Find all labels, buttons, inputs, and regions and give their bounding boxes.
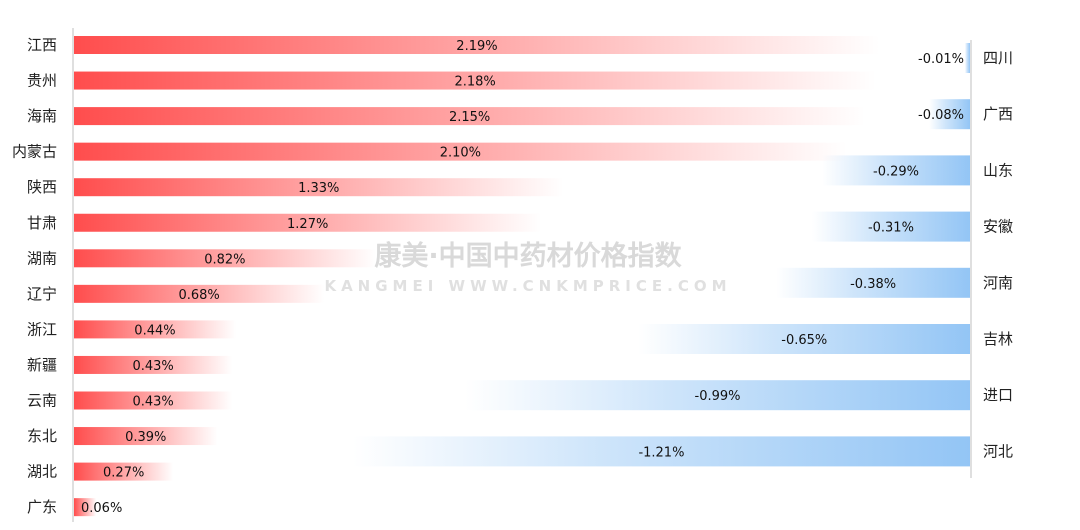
category-label-pos-8: 浙江 [27,320,57,338]
value-label-pos-2: 2.15% [449,110,490,125]
bar-pos-7 [74,284,325,303]
category-label-pos-1: 贵州 [27,72,57,90]
category-label-pos-13: 广东 [27,498,57,516]
bar-pos-9 [74,355,233,374]
negative-series: -0.01% 四川 -0.08% 广西 -0.29% 山东 -0.31% 安徽 -0.38% 河南… [352,43,1013,467]
value-label-pos-7: 0.68% [178,288,219,303]
value-label-pos-3: 2.10% [440,146,481,161]
category-label-neg-7: 河北 [983,442,1013,460]
bar-neg-4 [776,267,970,298]
value-label-pos-11: 0.39% [125,430,166,445]
bar-pos-13 [74,498,97,517]
value-label-neg-4: -0.38% [850,277,896,292]
category-label-neg-6: 进口 [983,386,1013,404]
category-label-neg-0: 四川 [983,49,1013,67]
bar-neg-1 [929,99,970,130]
value-label-pos-4: 1.33% [298,181,339,196]
bar-neg-7 [352,436,970,467]
category-label-pos-9: 新疆 [27,356,57,374]
bar-neg-5 [638,324,970,354]
category-label-pos-4: 陕西 [27,178,57,196]
bar-pos-6 [74,249,376,268]
bar-pos-8 [74,320,236,339]
category-label-pos-12: 湖北 [27,463,57,481]
value-label-pos-13: 0.06% [81,501,122,516]
category-label-pos-0: 江西 [27,36,57,54]
bar-pos-0 [74,36,880,54]
watermark-line2: KANGMEI WWW.CNKMPRICE.COM [324,277,731,295]
category-label-neg-5: 吉林 [983,330,1013,348]
bar-pos-11 [74,427,218,446]
value-label-pos-12: 0.27% [103,466,144,481]
bar-neg-3 [811,211,970,242]
positive-series: 江西 2.19% 贵州 2.18% 海南 2.15% 内蒙古 2.10% 陕西 1.33% 甘肃 1.… [12,36,880,517]
category-label-pos-10: 云南 [27,392,57,410]
bar-neg-2 [822,155,970,186]
value-label-neg-5: -0.65% [781,333,827,348]
category-label-pos-11: 东北 [27,427,57,445]
bar-neg-0 [964,43,970,73]
bar-pos-10 [74,391,233,410]
category-label-pos-3: 内蒙古 [12,143,57,161]
bar-neg-6 [465,380,970,411]
value-label-pos-10: 0.43% [132,395,173,410]
value-label-neg-6: -0.99% [695,389,741,404]
category-label-pos-7: 辽宁 [27,285,57,303]
category-label-neg-1: 广西 [983,105,1013,123]
value-label-neg-7: -1.21% [638,445,684,460]
value-label-neg-0: -0.01% [918,52,964,67]
watermark-line1: 康美·中国中药材价格指数 [374,240,682,272]
category-label-pos-2: 海南 [27,107,57,125]
category-label-pos-5: 甘肃 [27,214,57,232]
category-label-pos-6: 湖南 [27,249,57,267]
value-label-neg-1: -0.08% [918,108,964,123]
watermark: 康美·中国中药材价格指数 KANGMEI WWW.CNKMPRICE.COM [324,240,731,295]
value-label-pos-5: 1.27% [287,217,328,232]
value-label-pos-0: 2.19% [456,39,497,54]
category-label-neg-4: 河南 [983,274,1013,292]
bar-pos-4 [74,178,564,197]
value-label-pos-1: 2.18% [454,75,495,90]
value-label-neg-2: -0.29% [873,164,919,179]
category-label-neg-3: 安徽 [983,218,1013,236]
bar-pos-12 [74,462,174,481]
value-label-pos-6: 0.82% [204,252,245,267]
bar-pos-3 [74,142,847,161]
value-label-pos-9: 0.43% [132,359,173,374]
value-label-pos-8: 0.44% [134,323,175,338]
value-label-neg-3: -0.31% [868,221,914,236]
bar-pos-1 [74,71,877,90]
bar-pos-5 [74,213,542,232]
bar-pos-2 [74,107,866,126]
category-label-neg-2: 山东 [983,161,1013,179]
